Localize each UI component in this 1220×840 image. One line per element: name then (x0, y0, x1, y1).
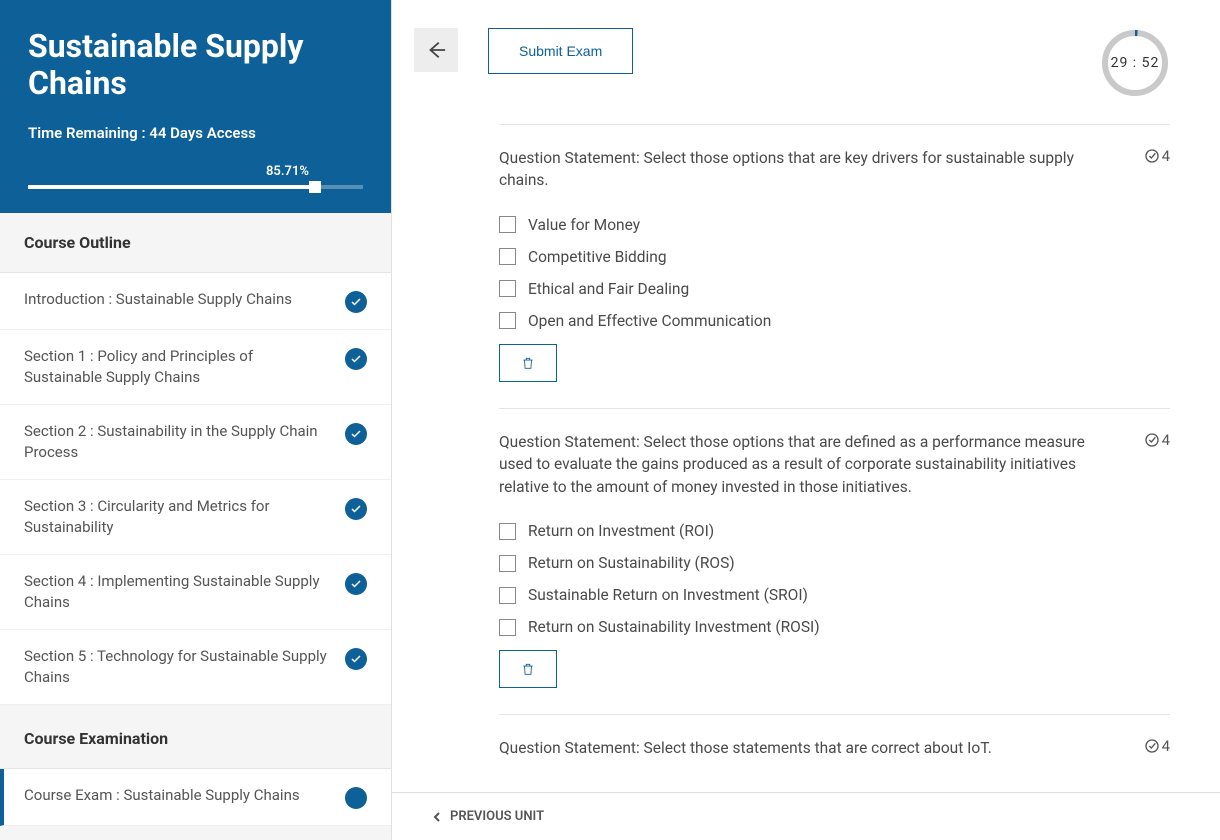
checkbox[interactable] (499, 280, 516, 297)
question: Question Statement: Select those options… (499, 408, 1170, 714)
option-label: Value for Money (528, 216, 640, 234)
question-option[interactable]: Return on Sustainability (ROS) (499, 554, 1170, 572)
course-outline-heading: Course Outline (0, 213, 391, 273)
sidebar: Sustainable Supply Chains Time Remaining… (0, 0, 392, 840)
complete-check-icon (345, 423, 367, 445)
question: Question Statement: Select those stateme… (499, 714, 1170, 792)
outline-item[interactable]: Section 2 : Sustainability in the Supply… (0, 405, 391, 480)
question-score: 4 (1144, 431, 1170, 449)
current-dot-icon (345, 787, 367, 809)
option-label: Return on Sustainability Investment (ROS… (528, 618, 820, 636)
arrow-left-icon (425, 39, 447, 61)
outline-item-label: Section 1 : Policy and Principles of Sus… (24, 346, 345, 388)
outline-item-label: Section 4 : Implementing Sustainable Sup… (24, 571, 345, 613)
checkbox[interactable] (499, 619, 516, 636)
checkbox[interactable] (499, 523, 516, 540)
exam-timer: 29 : 52 (1100, 28, 1170, 98)
option-label: Return on Sustainability (ROS) (528, 554, 735, 572)
option-label: Sustainable Return on Investment (SROI) (528, 586, 808, 604)
option-label: Ethical and Fair Dealing (528, 280, 689, 298)
sidebar-header: Sustainable Supply Chains Time Remaining… (0, 0, 391, 213)
timer-minutes: 29 (1111, 55, 1129, 71)
question-statement: Question Statement: Select those options… (499, 431, 1170, 498)
question-statement: Question Statement: Select those stateme… (499, 737, 1170, 759)
main-panel: Submit Exam 29 : 52 Question Statement: … (392, 0, 1220, 840)
submit-exam-button[interactable]: Submit Exam (488, 28, 633, 74)
questions-list: Question Statement: Select those options… (499, 124, 1170, 792)
outline-item[interactable]: Introduction : Sustainable Supply Chains (0, 273, 391, 330)
exam-list: Course Exam : Sustainable Supply Chains (0, 769, 391, 826)
outline-item-label: Course Exam : Sustainable Supply Chains (24, 785, 345, 806)
timer-seconds: 52 (1142, 55, 1160, 71)
outline-item[interactable]: Section 1 : Policy and Principles of Sus… (0, 330, 391, 405)
complete-check-icon (345, 573, 367, 595)
option-label: Return on Investment (ROI) (528, 522, 714, 540)
checkbox[interactable] (499, 248, 516, 265)
checkbox[interactable] (499, 587, 516, 604)
question-option[interactable]: Sustainable Return on Investment (SROI) (499, 586, 1170, 604)
time-remaining: Time Remaining : 44 Days Access (28, 124, 363, 142)
course-exam-heading: Course Examination (0, 709, 391, 769)
complete-check-icon (345, 648, 367, 670)
question-option[interactable]: Return on Investment (ROI) (499, 522, 1170, 540)
outline-item-label: Section 5 : Technology for Sustainable S… (24, 646, 345, 688)
question: Question Statement: Select those options… (499, 124, 1170, 408)
trash-icon (521, 662, 535, 676)
progress-bar (28, 185, 363, 189)
clear-answer-button[interactable] (499, 650, 557, 688)
question-option[interactable]: Return on Sustainability Investment (ROS… (499, 618, 1170, 636)
previous-unit-button[interactable]: PREVIOUS UNIT (392, 792, 1220, 840)
chevron-left-icon (432, 812, 442, 822)
question-option[interactable]: Ethical and Fair Dealing (499, 280, 1170, 298)
exam-scroll[interactable]: Submit Exam 29 : 52 Question Statement: … (392, 0, 1220, 792)
trash-icon (521, 356, 535, 370)
outline-item-label: Section 3 : Circularity and Metrics for … (24, 496, 345, 538)
question-option[interactable]: Open and Effective Communication (499, 312, 1170, 330)
sidebar-scroll[interactable]: Sustainable Supply Chains Time Remaining… (0, 0, 391, 840)
progress-thumb[interactable] (309, 181, 321, 193)
clear-answer-button[interactable] (499, 344, 557, 382)
option-label: Open and Effective Communication (528, 312, 771, 330)
complete-check-icon (345, 291, 367, 313)
question-score: 4 (1144, 737, 1170, 755)
checkbox[interactable] (499, 312, 516, 329)
checkbox[interactable] (499, 555, 516, 572)
exam-outline-item[interactable]: Course Exam : Sustainable Supply Chains (0, 769, 391, 826)
question-score: 4 (1144, 147, 1170, 165)
previous-unit-label: PREVIOUS UNIT (450, 809, 544, 824)
outline-item-label: Introduction : Sustainable Supply Chains (24, 289, 345, 310)
outline-item[interactable]: Section 3 : Circularity and Metrics for … (0, 480, 391, 555)
option-label: Competitive Bidding (528, 248, 667, 266)
outline-item[interactable]: Section 4 : Implementing Sustainable Sup… (0, 555, 391, 630)
timer-text: 29 : 52 (1100, 28, 1170, 98)
back-button[interactable] (414, 28, 458, 72)
outline-item[interactable]: Section 5 : Technology for Sustainable S… (0, 630, 391, 705)
course-title: Sustainable Supply Chains (28, 28, 363, 102)
complete-check-icon (345, 348, 367, 370)
question-option[interactable]: Competitive Bidding (499, 248, 1170, 266)
progress-percent-label: 85.71% (28, 164, 363, 179)
question-option[interactable]: Value for Money (499, 216, 1170, 234)
outline-item-label: Section 2 : Sustainability in the Supply… (24, 421, 345, 463)
complete-check-icon (345, 498, 367, 520)
checkbox[interactable] (499, 216, 516, 233)
outline-list: Introduction : Sustainable Supply Chains… (0, 273, 391, 705)
question-statement: Question Statement: Select those options… (499, 147, 1170, 192)
